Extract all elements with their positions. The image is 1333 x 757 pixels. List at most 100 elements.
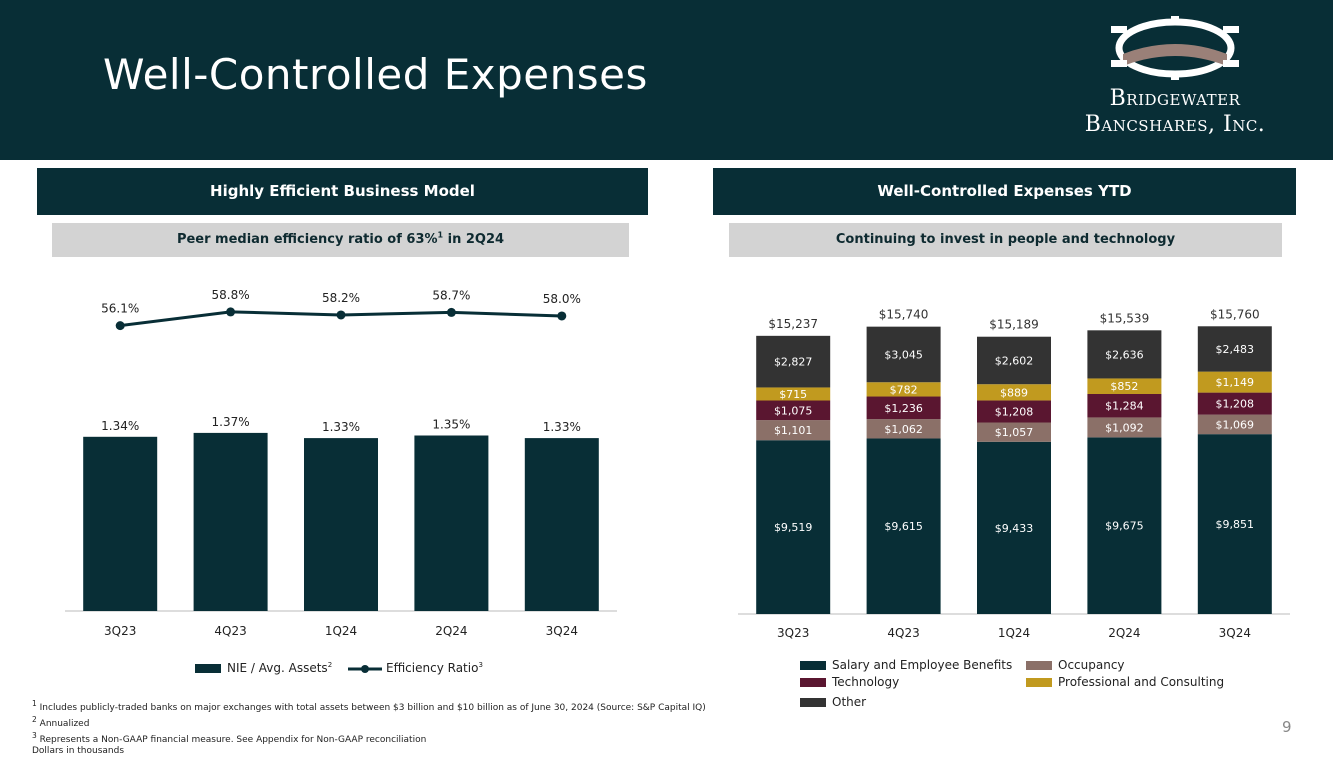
efficiency-ratio-label: 58.0% <box>543 292 581 306</box>
x-tick-label: 1Q24 <box>998 626 1030 640</box>
legend-professional: Professional and Consulting <box>1026 675 1224 689</box>
footnote-4: Dollars in thousands <box>32 746 706 757</box>
nie-bar <box>414 435 489 611</box>
segment-salary-and-employee-benefits <box>977 441 1051 614</box>
efficiency-ratio-label: 56.1% <box>101 302 139 316</box>
segment-professional-and-consulting-label: $1,149 <box>1216 376 1255 389</box>
total-label: $15,189 <box>989 318 1039 332</box>
legend-nie: NIE / Avg. Assets2 <box>195 661 332 675</box>
nie-bar-label: 1.35% <box>432 418 470 432</box>
segment-technology-label: $1,236 <box>884 402 923 415</box>
efficiency-ratio-label: 58.8% <box>212 288 250 302</box>
nie-bar <box>193 432 268 611</box>
segment-professional-and-consulting <box>756 387 831 401</box>
company-logo: Bridgewater Bancshares, Inc. <box>1065 14 1285 144</box>
efficiency-ratio-label: 58.2% <box>322 291 360 305</box>
segment-professional-and-consulting <box>1197 371 1272 393</box>
page-number: 9 <box>1282 718 1292 736</box>
segment-technology <box>1197 392 1272 415</box>
segment-other <box>756 335 831 388</box>
x-tick-label: 2Q24 <box>1108 626 1140 640</box>
nie-bar-label: 1.37% <box>212 415 250 429</box>
segment-salary-and-employee-benefits-label: $9,851 <box>1216 518 1255 531</box>
efficiency-ratio-label: 58.7% <box>432 288 470 302</box>
legend-technology: Technology <box>800 675 899 689</box>
x-tick-label: 1Q24 <box>325 624 357 638</box>
efficiency-ratio-point <box>557 311 567 321</box>
left-section-header: Highly Efficient Business Model <box>37 168 648 215</box>
expenses-stacked-chart: $9,519 $1,101 $1,075 $715 $2,827 $15,237 3Q23 $… <box>738 307 1290 640</box>
segment-technology <box>1087 393 1162 418</box>
segment-occupancy-label: $1,092 <box>1105 421 1144 434</box>
nie-bar <box>524 438 599 611</box>
segment-other-label: $2,483 <box>1216 343 1255 356</box>
total-label: $15,539 <box>1100 311 1150 325</box>
segment-technology <box>977 400 1051 423</box>
segment-professional-and-consulting-label: $889 <box>1000 386 1028 399</box>
footnote-2: 2 Annualized <box>32 714 706 730</box>
efficiency-ratio-point <box>336 310 346 320</box>
legend-occupancy-swatch <box>1026 661 1052 670</box>
legend-occupancy-label: Occupancy <box>1058 658 1125 672</box>
segment-technology <box>866 396 941 420</box>
nie-bar-label: 1.33% <box>322 420 360 434</box>
footnote-4-text: Dollars in thousands <box>32 746 125 756</box>
nie-bar <box>304 438 378 611</box>
efficiency-chart: 1.34% 3Q23 1.37% 4Q23 1.33% 1Q24 1.35% 2Q24 1.33… <box>65 288 617 638</box>
segment-technology-label: $1,075 <box>774 404 813 417</box>
page-title: Well-Controlled Expenses <box>103 50 648 99</box>
segment-technology-label: $1,284 <box>1105 400 1144 413</box>
segment-professional-and-consulting-label: $715 <box>779 388 807 401</box>
segment-other-label: $2,827 <box>774 356 813 369</box>
legend-technology-label: Technology <box>832 675 900 689</box>
efficiency-ratio-point <box>226 307 236 317</box>
footnote-3-text: Represents a Non-GAAP financial measure.… <box>39 735 427 745</box>
bridge-logo-icon <box>1111 16 1239 80</box>
segment-professional-and-consulting-label: $852 <box>1110 380 1138 393</box>
legend-salary-swatch <box>800 661 826 670</box>
legend-nie-footnote: 2 <box>327 661 333 669</box>
footnote-3-marker: 3 <box>32 731 37 740</box>
total-label: $15,740 <box>879 308 929 322</box>
segment-other <box>1197 326 1272 372</box>
segment-salary-and-employee-benefits <box>1087 437 1162 614</box>
segment-other <box>977 336 1051 385</box>
total-label: $15,760 <box>1210 307 1260 321</box>
segment-salary-and-employee-benefits-label: $9,615 <box>884 520 923 533</box>
segment-professional-and-consulting-label: $782 <box>890 383 918 396</box>
nie-bar-label: 1.34% <box>101 419 139 433</box>
segment-occupancy <box>977 422 1051 442</box>
legend-other: Other <box>800 695 866 709</box>
segment-other-label: $3,045 <box>884 348 923 361</box>
legend-other-label: Other <box>832 695 867 709</box>
legend-technology-swatch <box>800 678 826 687</box>
left-sub-header-footnote: 1 <box>437 230 444 240</box>
left-sub-header-suffix: in 2Q24 <box>443 232 505 247</box>
nie-bar <box>83 436 158 611</box>
x-tick-label: 3Q24 <box>546 624 578 638</box>
segment-technology <box>756 400 831 421</box>
footnote-2-text: Annualized <box>39 719 90 729</box>
segment-salary-and-employee-benefits-label: $9,675 <box>1105 520 1144 533</box>
segment-technology-label: $1,208 <box>995 405 1034 418</box>
footnote-1: 1 Includes publicly-traded banks on majo… <box>32 698 706 714</box>
total-label: $15,237 <box>768 317 818 331</box>
legend-salary-label: Salary and Employee Benefits <box>832 658 1013 672</box>
title-banner: Well-Controlled Expenses Bridgewater Ban… <box>0 0 1333 160</box>
footnote-3: 3 Represents a Non-GAAP financial measur… <box>32 730 706 746</box>
segment-occupancy-label: $1,062 <box>884 423 923 436</box>
x-tick-label: 3Q24 <box>1219 626 1251 640</box>
legend-efficiency-line-icon <box>348 664 382 673</box>
footnotes: 1 Includes publicly-traded banks on majo… <box>32 698 706 757</box>
segment-occupancy <box>1087 417 1162 438</box>
segment-occupancy <box>756 420 831 441</box>
legend-nie-label: NIE / Avg. Assets <box>227 661 328 675</box>
segment-occupancy <box>866 419 941 439</box>
segment-occupancy <box>1197 414 1272 435</box>
efficiency-ratio-point <box>115 321 125 331</box>
legend-other-swatch <box>800 698 826 707</box>
x-tick-label: 2Q24 <box>435 624 467 638</box>
segment-other-label: $2,636 <box>1105 348 1144 361</box>
footnote-2-marker: 2 <box>32 715 37 724</box>
segment-occupancy-label: $1,101 <box>774 424 813 437</box>
